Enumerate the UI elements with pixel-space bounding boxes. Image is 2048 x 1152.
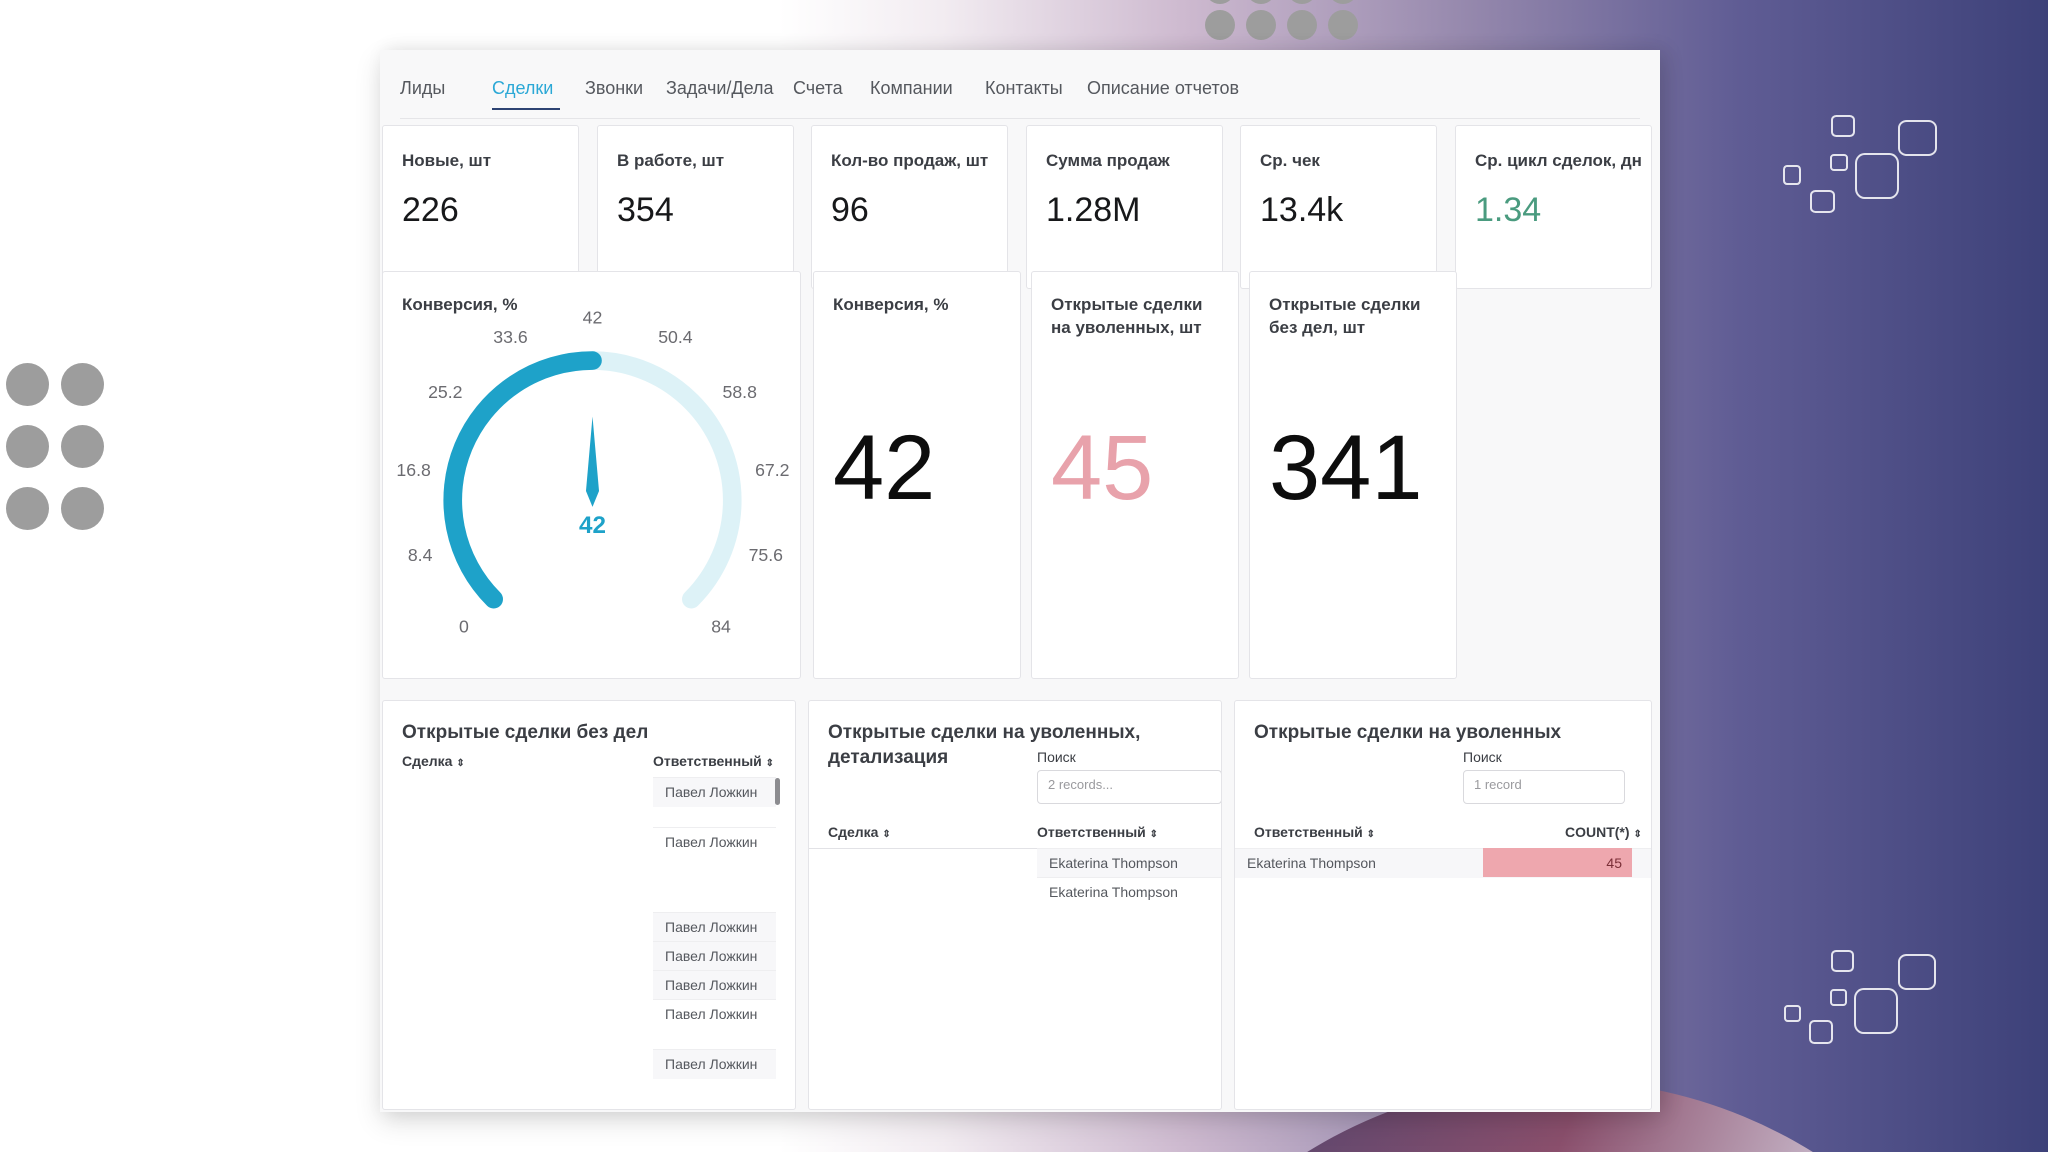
svg-text:58.8: 58.8 — [722, 382, 757, 402]
svg-text:33.6: 33.6 — [493, 327, 528, 347]
svg-text:8.4: 8.4 — [408, 545, 433, 565]
svg-text:67.2: 67.2 — [755, 460, 789, 480]
svg-text:75.6: 75.6 — [749, 545, 784, 565]
svg-text:42: 42 — [579, 512, 606, 539]
svg-text:0: 0 — [459, 617, 469, 637]
svg-text:84: 84 — [711, 617, 731, 637]
svg-text:42: 42 — [583, 307, 603, 327]
svg-text:16.8: 16.8 — [396, 460, 431, 480]
svg-text:25.2: 25.2 — [428, 382, 462, 402]
svg-text:50.4: 50.4 — [658, 327, 693, 347]
